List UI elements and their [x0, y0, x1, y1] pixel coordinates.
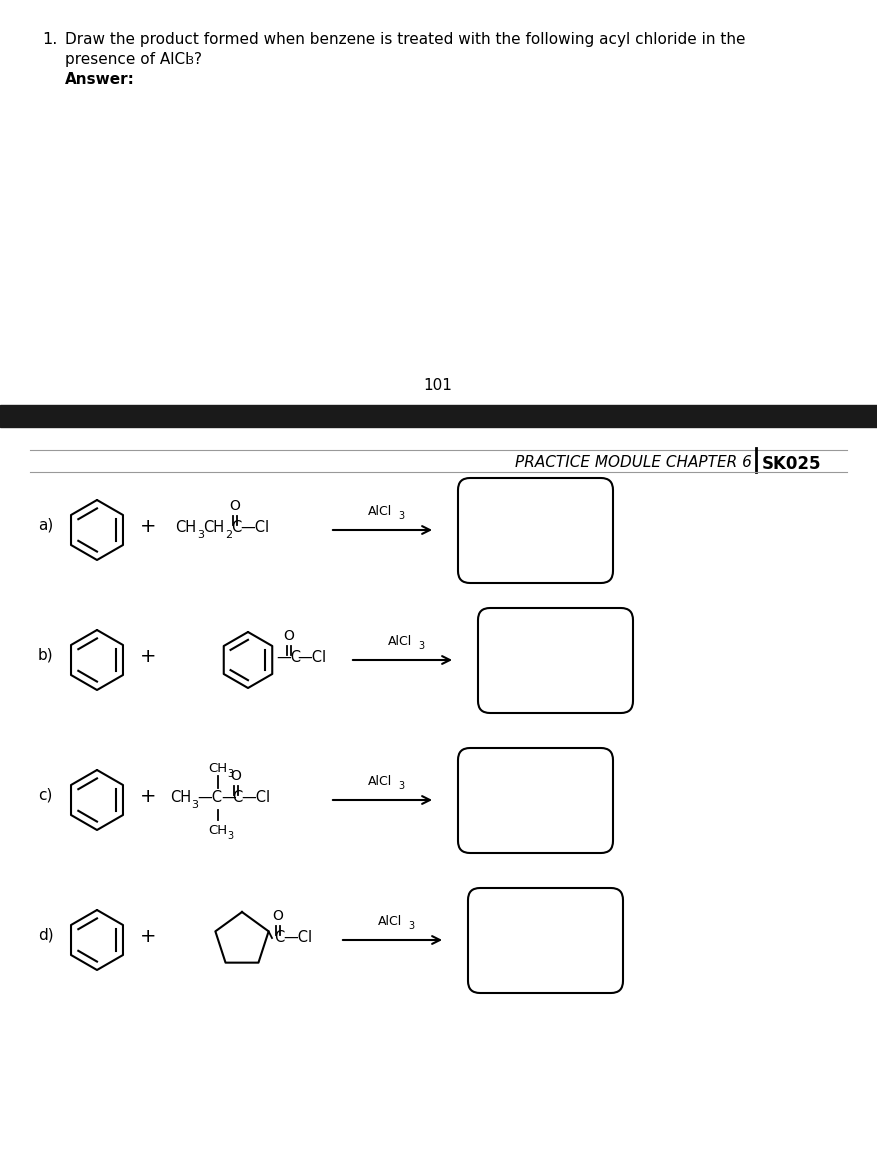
Text: +: + — [139, 927, 156, 946]
Text: 3: 3 — [398, 511, 404, 521]
Text: O: O — [273, 909, 283, 923]
Text: AlCl: AlCl — [389, 635, 412, 648]
Text: AlCl: AlCl — [368, 775, 393, 788]
Text: 3: 3 — [191, 800, 198, 810]
Text: d): d) — [38, 927, 53, 943]
Text: —Cl: —Cl — [241, 790, 270, 806]
FancyBboxPatch shape — [478, 608, 633, 713]
Text: CH: CH — [208, 823, 227, 836]
Text: 101: 101 — [424, 378, 453, 393]
Text: —Cl: —Cl — [297, 651, 326, 665]
Text: 1.: 1. — [42, 32, 57, 47]
Text: —C—: —C— — [197, 790, 237, 806]
Text: 3: 3 — [227, 831, 233, 841]
Text: O: O — [230, 499, 240, 513]
Text: +: + — [139, 788, 156, 807]
Text: C: C — [232, 790, 242, 806]
Text: c): c) — [38, 788, 53, 802]
Text: 3: 3 — [398, 781, 404, 790]
Text: presence of AlCl: presence of AlCl — [65, 52, 189, 67]
Text: AlCl: AlCl — [368, 505, 393, 518]
Text: —C: —C — [276, 651, 301, 665]
Text: b): b) — [38, 648, 53, 663]
FancyBboxPatch shape — [458, 748, 613, 852]
Text: 3: 3 — [418, 641, 424, 651]
FancyBboxPatch shape — [458, 478, 613, 583]
Text: CH: CH — [175, 520, 196, 535]
Text: +: + — [139, 518, 156, 536]
Text: Draw the product formed when benzene is treated with the following acyl chloride: Draw the product formed when benzene is … — [65, 32, 745, 47]
Text: 3: 3 — [227, 769, 233, 779]
Text: SK025: SK025 — [762, 456, 822, 473]
Text: ?: ? — [194, 52, 202, 67]
Text: O: O — [283, 629, 295, 643]
Text: Answer:: Answer: — [65, 71, 135, 87]
Text: PRACTICE MODULE CHAPTER 6: PRACTICE MODULE CHAPTER 6 — [515, 456, 752, 470]
Text: —Cl: —Cl — [240, 520, 269, 535]
FancyBboxPatch shape — [468, 888, 623, 993]
Text: CH: CH — [208, 761, 227, 774]
Text: O: O — [231, 769, 241, 783]
Text: a): a) — [38, 518, 53, 533]
Text: C: C — [274, 931, 284, 945]
Text: —Cl: —Cl — [283, 931, 312, 945]
Text: 3: 3 — [186, 56, 193, 66]
Text: 2: 2 — [225, 530, 232, 540]
Text: CH: CH — [170, 790, 191, 806]
Text: 3: 3 — [409, 922, 415, 931]
Text: C: C — [231, 520, 241, 535]
Text: AlCl: AlCl — [378, 915, 403, 927]
Text: +: + — [139, 648, 156, 666]
Text: CH: CH — [203, 520, 225, 535]
Bar — [0, 405, 877, 427]
Text: 3: 3 — [197, 530, 204, 540]
